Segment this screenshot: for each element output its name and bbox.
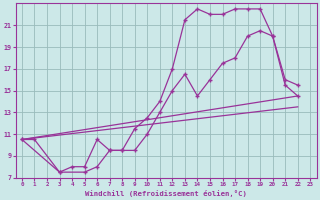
X-axis label: Windchill (Refroidissement éolien,°C): Windchill (Refroidissement éolien,°C): [85, 190, 247, 197]
